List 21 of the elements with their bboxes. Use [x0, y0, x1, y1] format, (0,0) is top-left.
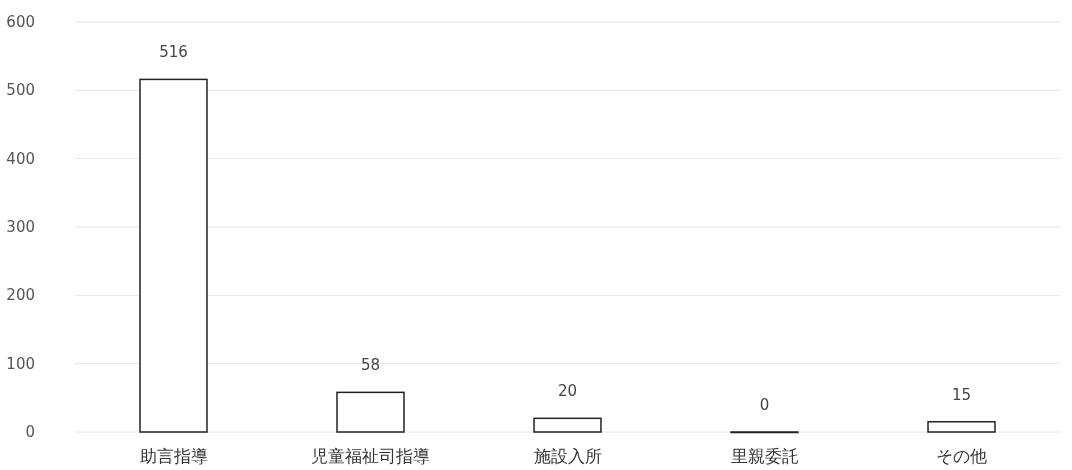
y-tick-label: 400 [6, 149, 35, 168]
data-label: 20 [557, 382, 578, 401]
data-label: 15 [951, 385, 972, 404]
bar [927, 421, 996, 433]
data-label: 58 [360, 356, 381, 375]
x-tick-label: 助言指導 [139, 446, 208, 466]
data-label: 0 [759, 396, 770, 414]
y-tick-label: 500 [6, 81, 35, 100]
x-tick-label: 里親委託 [730, 446, 799, 466]
y-tick-label: 0 [25, 423, 35, 441]
bar [139, 78, 208, 433]
x-tick-label: 施設入所 [533, 446, 602, 466]
bar [533, 417, 602, 433]
data-label: 516 [159, 43, 188, 62]
bar [336, 391, 405, 433]
y-tick-label: 100 [6, 354, 35, 373]
x-tick-label: 児童福祉司指導 [311, 446, 430, 466]
x-tick-label: その他 [936, 446, 987, 466]
y-tick-label: 200 [6, 286, 35, 305]
y-tick-label: 300 [6, 218, 35, 236]
y-tick-label: 600 [6, 13, 35, 31]
